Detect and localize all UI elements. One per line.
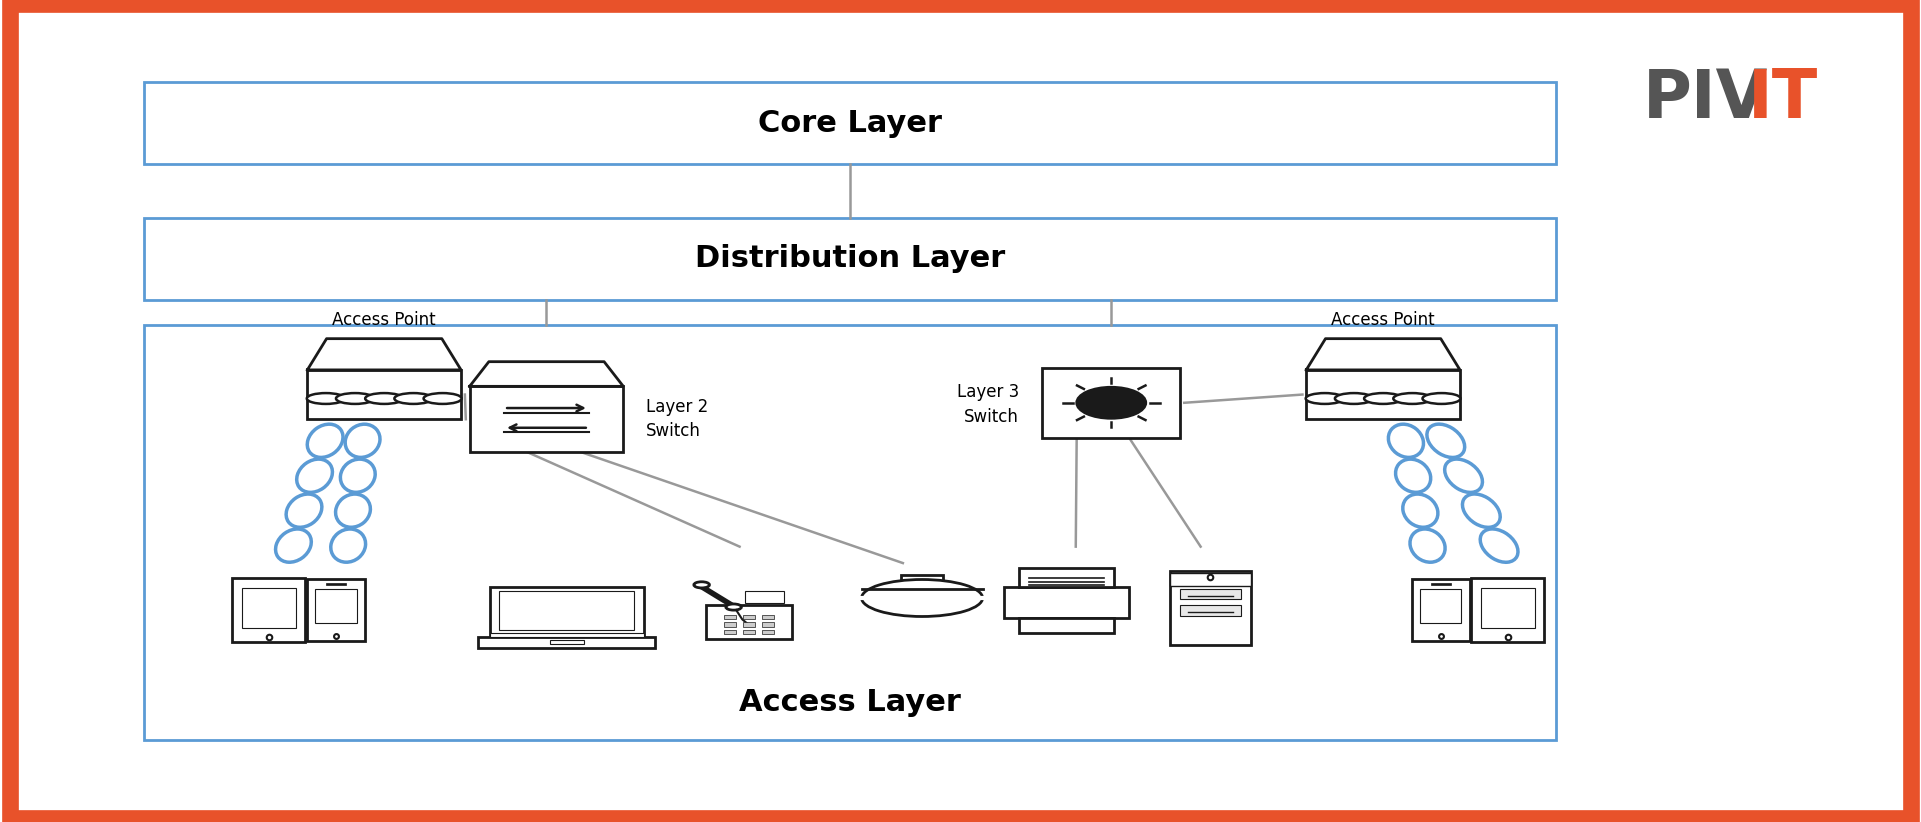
Polygon shape: [1306, 339, 1460, 370]
Bar: [707, 605, 791, 640]
Bar: [1306, 370, 1460, 419]
Ellipse shape: [1364, 393, 1402, 404]
Bar: [499, 591, 634, 630]
Bar: [1420, 589, 1462, 623]
Ellipse shape: [394, 393, 432, 404]
Bar: [1041, 368, 1179, 437]
Bar: [763, 622, 774, 626]
Text: Core Layer: Core Layer: [759, 109, 941, 138]
Bar: [743, 630, 755, 635]
Bar: [763, 615, 774, 620]
Ellipse shape: [1422, 393, 1460, 404]
Bar: [307, 579, 365, 641]
Bar: [1179, 605, 1241, 616]
Text: Switch: Switch: [964, 408, 1018, 426]
Bar: [1170, 573, 1251, 586]
Bar: [763, 630, 774, 635]
Bar: [144, 325, 1556, 740]
Ellipse shape: [423, 393, 461, 404]
Ellipse shape: [1335, 393, 1374, 404]
Bar: [315, 589, 357, 623]
Text: Access Layer: Access Layer: [740, 688, 960, 718]
Bar: [1018, 568, 1114, 587]
Bar: [724, 630, 736, 635]
Bar: [1431, 583, 1450, 585]
Bar: [478, 637, 655, 648]
Ellipse shape: [726, 604, 742, 610]
Ellipse shape: [336, 393, 375, 404]
Polygon shape: [469, 362, 622, 386]
Ellipse shape: [1306, 393, 1345, 404]
Text: IT: IT: [1748, 66, 1819, 132]
Bar: [743, 615, 755, 620]
Bar: [1481, 588, 1535, 628]
Bar: [549, 640, 584, 644]
Text: Layer 2: Layer 2: [645, 399, 709, 417]
Bar: [745, 591, 784, 603]
Text: Access Point: Access Point: [1331, 311, 1435, 329]
Ellipse shape: [1393, 393, 1431, 404]
Bar: [1005, 587, 1130, 617]
Text: Switch: Switch: [645, 422, 701, 440]
Polygon shape: [307, 339, 461, 370]
Bar: [1179, 589, 1241, 599]
Bar: [242, 588, 296, 628]
Bar: [490, 633, 644, 637]
Bar: [1471, 578, 1544, 642]
Bar: [144, 218, 1556, 300]
Bar: [144, 82, 1556, 164]
Bar: [724, 615, 736, 620]
Ellipse shape: [307, 393, 346, 404]
Ellipse shape: [693, 582, 709, 588]
Ellipse shape: [861, 580, 982, 616]
Bar: [724, 622, 736, 626]
Bar: [1018, 617, 1114, 633]
Bar: [469, 386, 622, 452]
Bar: [327, 583, 346, 585]
Bar: [1170, 571, 1251, 645]
Bar: [307, 370, 461, 419]
Bar: [901, 575, 943, 590]
Bar: [1412, 579, 1470, 641]
Ellipse shape: [365, 393, 403, 404]
Bar: [743, 622, 755, 626]
Bar: [232, 578, 305, 642]
Text: PIV: PIV: [1642, 66, 1767, 132]
Bar: [490, 587, 644, 635]
Text: Layer 3: Layer 3: [957, 383, 1018, 401]
Text: Distribution Layer: Distribution Layer: [695, 244, 1005, 274]
Text: Access Point: Access Point: [332, 311, 436, 329]
Ellipse shape: [1076, 387, 1147, 418]
